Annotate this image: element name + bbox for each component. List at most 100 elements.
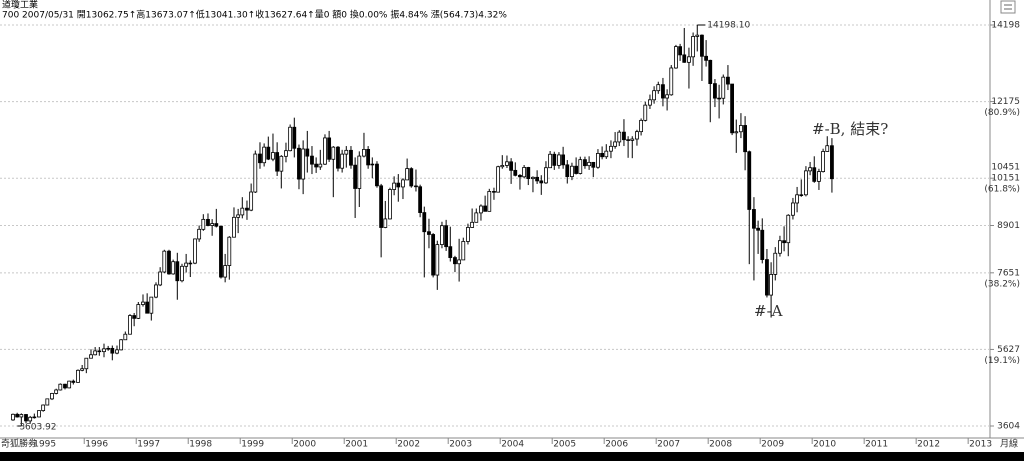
- candle-body: [71, 380, 76, 383]
- candle-body: [544, 167, 548, 184]
- x-tick-label: 1999: [241, 440, 264, 450]
- candle-body: [778, 240, 782, 254]
- candle-body: [526, 167, 531, 180]
- ratio-label: (61.8%): [984, 185, 1020, 195]
- candle-body: [739, 125, 743, 133]
- candle-body: [626, 139, 631, 141]
- x-tick-label: 2002: [397, 440, 420, 450]
- candle-body: [830, 145, 834, 180]
- annotation: #-A: [754, 302, 783, 320]
- candle-body: [630, 138, 635, 141]
- candle-body: [93, 350, 98, 356]
- candle-body: [154, 284, 158, 298]
- annotation: #-B, 結束?: [812, 120, 888, 138]
- candle-body: [648, 99, 652, 106]
- x-tick-label: 1998: [189, 440, 212, 450]
- candle-body: [227, 236, 232, 266]
- candle-body: [522, 167, 527, 178]
- candle-body: [427, 231, 431, 235]
- candle-body: [128, 315, 132, 335]
- candle-body: [106, 347, 111, 350]
- candle-body: [180, 265, 184, 282]
- candle-body: [271, 152, 275, 160]
- candle-body: [682, 54, 687, 63]
- x-tick-label: 2012: [917, 440, 940, 450]
- chart-title: 道瓊工業: [2, 0, 38, 11]
- info-line: 700 2007/05/31 開13062.75↑高13673.07↑低1304…: [2, 9, 507, 21]
- settings-icon[interactable]: [1000, 0, 1016, 14]
- candle-body: [266, 146, 271, 160]
- candle-body: [301, 148, 306, 180]
- candle-body: [782, 240, 786, 244]
- candle-body: [734, 131, 739, 134]
- candle-body: [310, 155, 314, 165]
- x-tick-label: 2013: [969, 440, 992, 450]
- candle-body: [11, 413, 15, 421]
- candle-body: [609, 145, 613, 152]
- last-price-label: 10451: [991, 162, 1020, 172]
- candle-body: [175, 261, 180, 282]
- candle-body: [253, 153, 258, 193]
- candle-body: [288, 126, 293, 152]
- x-tick-label: 2001: [345, 440, 368, 450]
- x-tick-label: 2011: [865, 440, 888, 450]
- candle-body: [513, 169, 518, 176]
- candle-body: [561, 154, 566, 166]
- candle-body: [197, 228, 202, 240]
- candle-body: [565, 164, 570, 178]
- ratio-label: (38.2%): [984, 279, 1020, 289]
- candle-body: [97, 350, 102, 353]
- status-bar: [0, 452, 1024, 461]
- candle-body: [643, 104, 648, 121]
- candle-body: [591, 161, 596, 168]
- candle-body: [32, 416, 37, 419]
- candle-body: [617, 131, 622, 143]
- candle-body: [37, 410, 41, 418]
- candle-body: [448, 246, 453, 258]
- candle-body: [188, 262, 193, 265]
- candle-body: [331, 146, 336, 160]
- icon-box[interactable]: [1000, 0, 1016, 14]
- candle-body: [479, 205, 483, 214]
- candle-body: [678, 46, 683, 56]
- candle-body: [236, 214, 241, 218]
- candle-body: [362, 148, 366, 157]
- candle-body: [825, 145, 830, 152]
- candle-body: [492, 191, 496, 193]
- candle-body: [162, 250, 167, 273]
- candle-body: [206, 218, 210, 226]
- candle-body: [76, 369, 80, 383]
- candle-body: [483, 205, 488, 212]
- candle-body: [401, 179, 405, 188]
- candle-body: [769, 274, 773, 296]
- candle-body: [470, 221, 475, 228]
- candle-body: [414, 185, 418, 188]
- candle-body: [422, 212, 427, 233]
- candle-body: [145, 301, 150, 314]
- candle-body: [552, 153, 557, 166]
- candle-body: [652, 90, 657, 101]
- candle-body: [219, 225, 223, 278]
- candle-body: [336, 146, 340, 169]
- ratio-label: (80.9%): [984, 108, 1020, 118]
- candle-body: [396, 182, 401, 188]
- candle-body: [457, 259, 462, 265]
- candle-body: [583, 159, 587, 167]
- candle-body: [548, 153, 553, 169]
- candle-body: [531, 176, 535, 180]
- candle-body: [656, 84, 661, 92]
- candle-body: [674, 46, 678, 69]
- candle-body: [366, 148, 371, 166]
- y-tick-label: 7651: [997, 268, 1020, 278]
- x-tick-label: 2005: [553, 440, 576, 450]
- candle-body: [704, 55, 709, 61]
- candle-body: [323, 137, 327, 165]
- candle-body: [63, 383, 67, 389]
- candle-body: [149, 296, 154, 314]
- candle-body: [305, 148, 310, 157]
- candle-body: [756, 227, 760, 231]
- candle-body: [370, 163, 375, 166]
- candle-body: [405, 168, 410, 181]
